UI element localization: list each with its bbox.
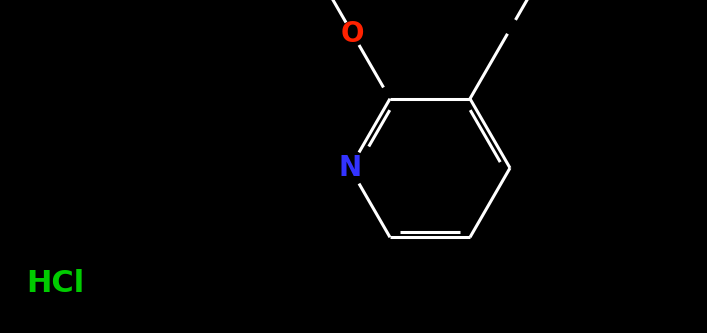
Text: O: O	[341, 20, 364, 48]
Text: N: N	[339, 154, 361, 182]
Text: HCl: HCl	[26, 268, 84, 297]
